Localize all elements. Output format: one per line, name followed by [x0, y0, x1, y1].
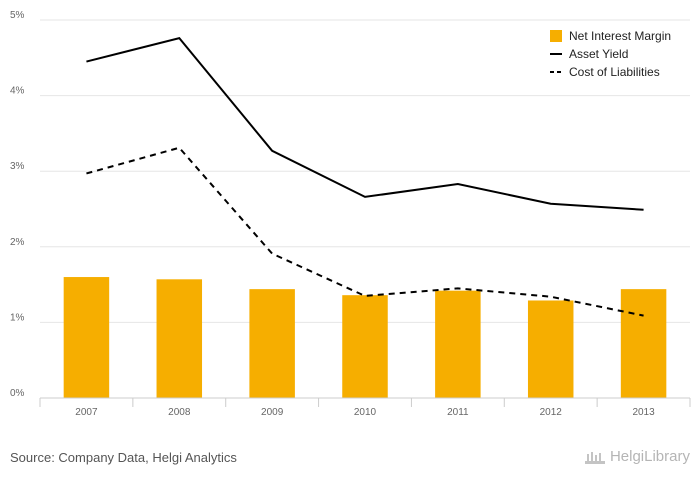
- library-icon: [584, 451, 605, 464]
- y-tick-label: 1%: [10, 312, 25, 323]
- line-asset-yield: [86, 37, 644, 211]
- y-tick-label: 3%: [10, 161, 25, 172]
- bar-net-interest-margin: [156, 279, 203, 398]
- bar-net-interest-margin: [249, 289, 295, 398]
- gridlines: [40, 19, 690, 323]
- bar-net-interest-margin: [342, 295, 388, 398]
- bar-net-interest-margin: [620, 289, 667, 398]
- y-tick-label: 0%: [10, 388, 25, 399]
- bar-net-interest-margin: [527, 300, 574, 398]
- legend-label: Cost of Liabilities: [569, 65, 660, 79]
- brand-name: HelgiLibrary: [609, 448, 690, 465]
- line-series: [86, 37, 644, 317]
- legend: Net Interest Margin Asset Yield Cost of Li…: [550, 29, 671, 79]
- legend-label: Asset Yield: [569, 47, 628, 61]
- x-tick-label: 2010: [354, 407, 377, 418]
- legend-swatch-bar: [550, 30, 562, 42]
- chart-svg: 0% 1% 2% 3% 4% 5% 2007 2008 2009 2010 2011 2012 2013…: [10, 10, 691, 418]
- y-tick-label: 2%: [10, 237, 25, 248]
- legend-label: Net Interest Margin: [569, 29, 671, 43]
- x-tick-label: 2011: [447, 407, 469, 418]
- bar-series: [63, 277, 667, 398]
- bar-net-interest-margin: [63, 277, 110, 398]
- source-note: Source: Company Data, Helgi Analytics: [10, 450, 237, 465]
- x-tick-label: 2012: [540, 407, 563, 418]
- axes: 0% 1% 2% 3% 4% 5% 2007 2008 2009 2010 2011 2012 2013: [10, 10, 691, 418]
- x-tick-label: 2009: [261, 407, 284, 418]
- x-tick-label: 2013: [632, 407, 655, 418]
- y-tick-label: 5%: [10, 10, 25, 21]
- y-tick-label: 4%: [10, 86, 25, 97]
- x-tick-label: 2007: [75, 407, 98, 418]
- brand-logo: HelgiLibrary: [584, 448, 690, 465]
- x-tick-label: 2008: [168, 407, 191, 418]
- bar-net-interest-margin: [435, 290, 481, 398]
